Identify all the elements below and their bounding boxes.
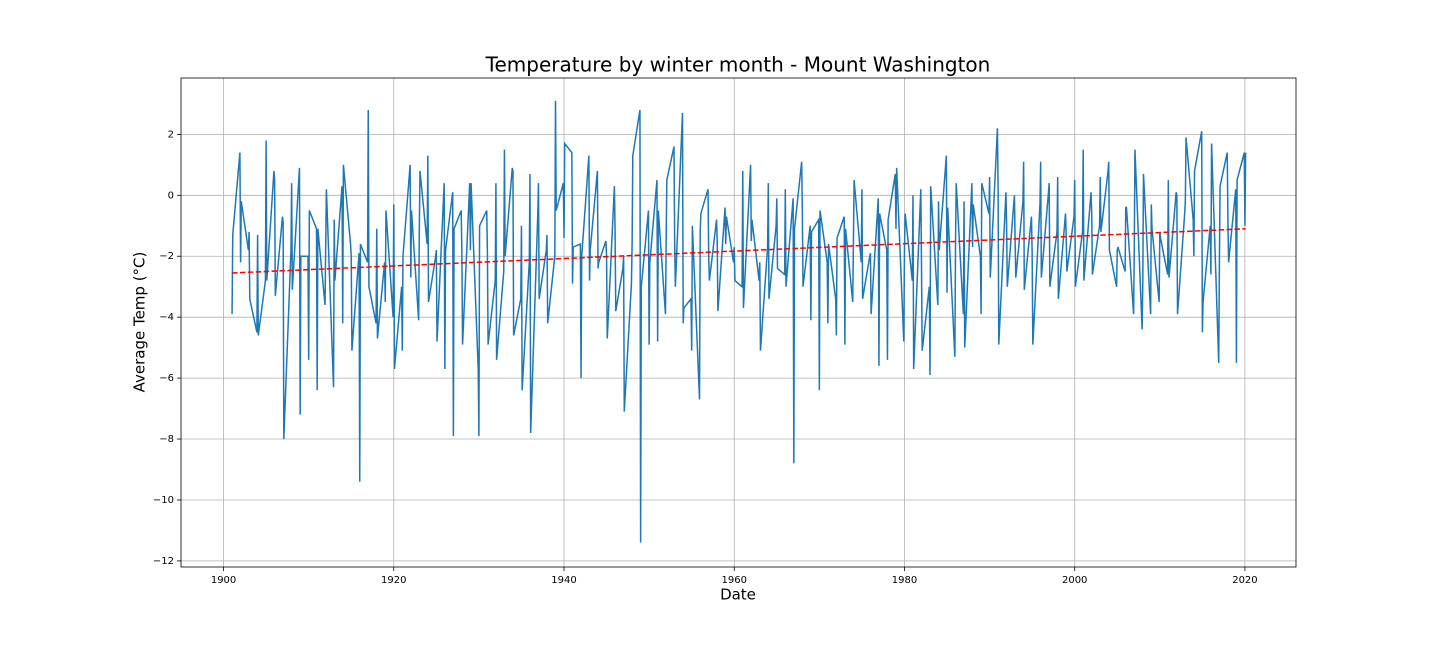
x-tick-label: 1900 — [211, 575, 236, 586]
y-tick-label: −4 — [159, 312, 174, 323]
x-tick-label: 1920 — [381, 575, 406, 586]
x-tick-label: 2000 — [1062, 575, 1087, 586]
x-tick-label: 1940 — [551, 575, 576, 586]
plot-frame — [180, 77, 1297, 568]
y-axis-label: Average Temp (°C) — [131, 252, 149, 393]
y-tick-label: −10 — [153, 495, 174, 506]
y-tick-label: 2 — [168, 129, 174, 140]
y-tick-label: −8 — [159, 434, 174, 445]
x-tick-label: 2020 — [1232, 575, 1257, 586]
trend-line — [232, 228, 1246, 274]
chart-title: Temperature by winter month - Mount Wash… — [485, 53, 991, 77]
y-tick-label: −6 — [159, 373, 174, 384]
x-axis-label: Date — [720, 586, 756, 604]
x-tick-label: 1980 — [892, 575, 917, 586]
data-line — [231, 100, 1247, 543]
y-tick-label: −2 — [159, 251, 174, 262]
y-tick-label: 0 — [168, 190, 174, 201]
y-tick-label: −12 — [153, 556, 174, 567]
x-tick-label: 1960 — [722, 575, 747, 586]
